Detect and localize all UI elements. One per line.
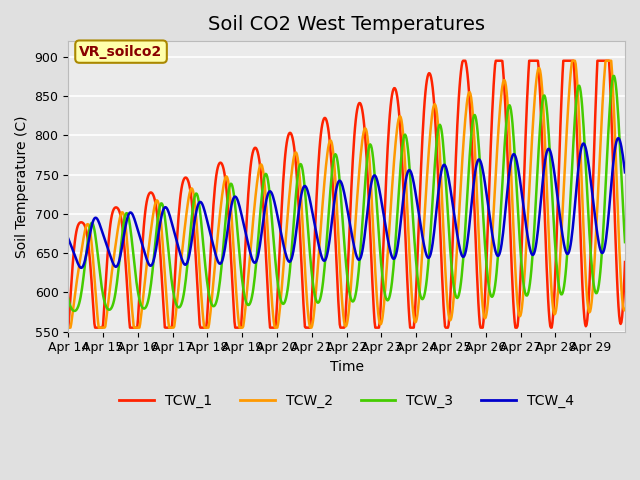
Legend: TCW_1, TCW_2, TCW_3, TCW_4: TCW_1, TCW_2, TCW_3, TCW_4 [114, 388, 580, 413]
TCW_1 [130, 325, 138, 331]
TCW_2 [435, 139, 443, 145]
TCW_1 [404, 292, 412, 298]
TCW_4 [405, 168, 413, 173]
Line: TCW_3: TCW_3 [68, 76, 625, 311]
TCW_2 [232, 285, 240, 291]
TCW_3 [621, 239, 629, 245]
TCW_1 [260, 207, 268, 213]
TCW_4 [614, 135, 622, 141]
Line: TCW_4: TCW_4 [68, 138, 625, 268]
TCW_4 [260, 210, 268, 216]
TCW_3 [233, 219, 241, 225]
Line: TCW_1: TCW_1 [68, 61, 625, 328]
X-axis label: Time: Time [330, 360, 364, 374]
TCW_2 [404, 219, 412, 225]
TCW_3 [405, 155, 413, 160]
TCW_3 [436, 122, 444, 128]
TCW_4 [282, 250, 289, 255]
TCW_1 [460, 58, 467, 64]
Y-axis label: Soil Temperature (C): Soil Temperature (C) [15, 115, 29, 258]
TCW_4 [621, 169, 629, 175]
TCW_3 [260, 175, 268, 180]
TCW_3 [131, 261, 138, 267]
TCW_3 [609, 73, 617, 79]
Text: VR_soilco2: VR_soilco2 [79, 45, 163, 59]
TCW_3 [65, 296, 72, 301]
TCW_4 [65, 236, 72, 241]
TCW_3 [70, 308, 78, 314]
TCW_2 [281, 249, 289, 255]
TCW_1 [65, 325, 72, 331]
TCW_2 [130, 323, 138, 328]
TCW_3 [282, 298, 289, 303]
TCW_2 [569, 58, 577, 64]
TCW_2 [621, 306, 629, 312]
TCW_2 [65, 325, 72, 331]
TCW_4 [77, 265, 85, 271]
TCW_2 [260, 171, 268, 177]
TCW_1 [281, 159, 289, 165]
TCW_1 [621, 259, 629, 265]
TCW_4 [436, 177, 444, 183]
TCW_4 [131, 216, 138, 222]
TCW_1 [435, 201, 443, 207]
TCW_4 [233, 195, 241, 201]
Line: TCW_2: TCW_2 [68, 61, 625, 328]
Title: Soil CO2 West Temperatures: Soil CO2 West Temperatures [208, 15, 485, 34]
TCW_1 [232, 325, 240, 331]
